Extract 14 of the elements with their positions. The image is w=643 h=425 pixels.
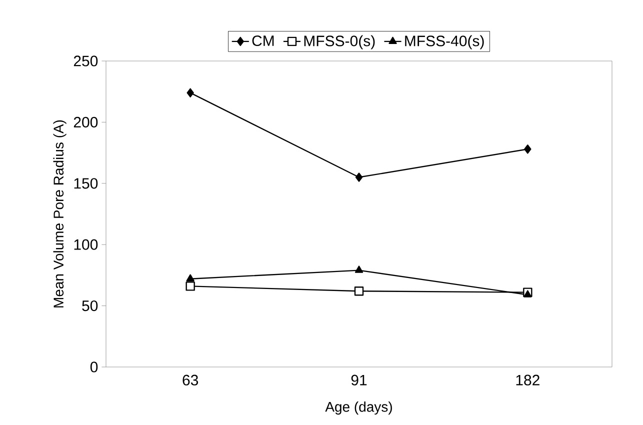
x-tick-label: 91 [351, 374, 367, 386]
x-axis-title: Age (days) [325, 402, 392, 415]
legend-label: MFSS-0(s) [304, 35, 375, 50]
y-tick-label: 150 [74, 178, 98, 189]
x-tick-label: 63 [182, 374, 198, 386]
y-tick-label: 0 [90, 362, 98, 372]
legend-label: CM [252, 35, 274, 46]
x-tick-label: 182 [516, 374, 540, 386]
y-tick-label: 250 [74, 56, 98, 66]
y-tick-label: 50 [82, 300, 98, 312]
y-tick-label: 200 [74, 116, 98, 128]
y-tick-label: 100 [74, 239, 98, 250]
y-axis-title: Mean Volume Pore Radius (A) [53, 120, 66, 308]
legend-label: MFSS-40(s) [405, 35, 484, 50]
